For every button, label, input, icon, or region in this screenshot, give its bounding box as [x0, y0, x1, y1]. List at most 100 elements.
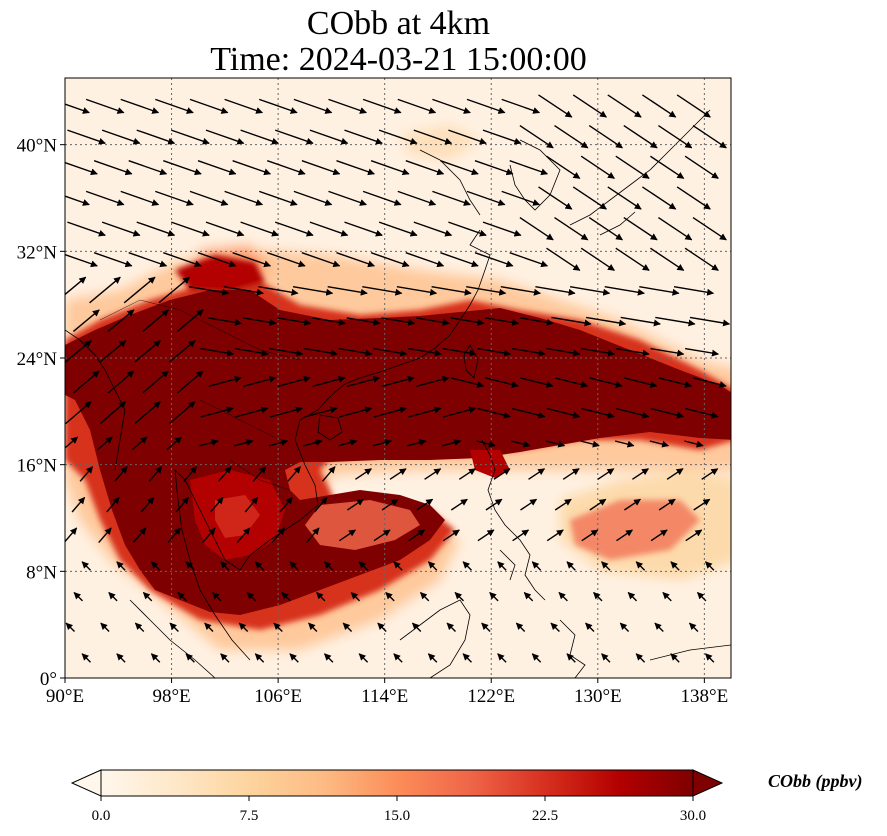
wind-arrow [100, 622, 110, 632]
wind-arrow [189, 190, 229, 206]
wind-arrow [642, 186, 677, 210]
wind-arrow [274, 221, 314, 237]
wind-arrow [685, 529, 703, 542]
wind-arrow [432, 98, 471, 114]
wind-arrow [287, 466, 301, 482]
lat-tick-label: 32°N [17, 242, 58, 263]
wind-arrow [336, 252, 375, 268]
wind-arrow [163, 252, 202, 268]
wind-arrow [619, 622, 630, 632]
wind-arrow [108, 592, 118, 602]
wind-arrow [601, 561, 611, 571]
wind-arrow [477, 407, 511, 419]
wind-arrow [65, 253, 98, 268]
wind-arrow [684, 347, 719, 357]
wind-arrow [381, 498, 399, 511]
wind-arrow [289, 561, 299, 571]
wind-arrow [328, 98, 367, 114]
wind-arrow [413, 129, 453, 145]
wind-arrow [670, 561, 680, 571]
wind-arrow [171, 129, 210, 145]
malay-peninsula [174, 469, 251, 661]
latitude-tick-labels: 0° 8°N 16°N 24°N 32°N 40°N [17, 136, 65, 690]
wind-arrow [212, 592, 222, 602]
wind-arrow [650, 247, 685, 271]
wind-arrow [427, 561, 438, 571]
wind-arrow [155, 98, 194, 114]
wind-arrow [240, 129, 279, 145]
wind-arrow [658, 217, 693, 241]
colorbar-bar [100, 769, 694, 797]
wind-arrow [148, 466, 163, 482]
wind-arrow [142, 592, 153, 602]
wind-arrow [676, 186, 711, 210]
wind-arrow [485, 377, 519, 388]
wind-arrow [607, 186, 642, 210]
wind-arrow [136, 221, 176, 237]
wind-arrow [175, 496, 190, 513]
wind-arrow [177, 592, 187, 602]
wind-arrow [684, 247, 719, 271]
wind-arrow [416, 375, 450, 387]
wind-arrow [308, 622, 318, 632]
wind-arrow [292, 286, 334, 296]
wind-arrow [336, 160, 375, 176]
wind-arrow [269, 347, 304, 357]
wind-arrow [81, 653, 91, 663]
wind-arrow [273, 622, 283, 632]
wind-arrow [511, 440, 531, 448]
wind-arrow [303, 439, 323, 447]
wind-arrow [601, 653, 611, 663]
wind-arrow [397, 98, 437, 114]
wind-arrow [408, 529, 426, 542]
wind-arrow [627, 592, 638, 602]
bay-of-bengal [65, 329, 126, 471]
wind-arrow [554, 217, 589, 241]
wind-arrow [93, 160, 133, 176]
wind-arrow [98, 527, 112, 544]
wind-arrow [466, 98, 506, 114]
wind-arrow [197, 160, 237, 176]
lon-tick-label: 138°E [681, 686, 729, 707]
wind-arrow [420, 592, 430, 602]
wind-arrow [81, 561, 91, 571]
wind-arrow [93, 252, 133, 268]
wind-arrow [385, 592, 395, 602]
wind-arrow [185, 561, 195, 571]
wind-arrow [116, 653, 126, 663]
wind-arrow [327, 286, 368, 296]
wind-arrow [393, 561, 403, 571]
wind-arrow [235, 406, 269, 418]
wind-arrow [232, 252, 272, 268]
wind-arrow [412, 622, 422, 632]
wind-arrow [588, 125, 623, 149]
wind-arrow [316, 592, 326, 602]
wind-arrow [73, 370, 100, 394]
wind-arrow [169, 622, 179, 632]
lon-tick-label: 114°E [361, 686, 408, 707]
wind-arrow [440, 252, 479, 268]
wind-arrow [71, 496, 86, 513]
wind-arrow [623, 217, 658, 241]
wind-arrow [269, 406, 303, 418]
wind-arrow [347, 498, 364, 511]
wind-arrow [244, 496, 259, 513]
wind-arrow [450, 377, 485, 388]
wind-arrow [85, 190, 125, 206]
lon-tick-label: 98°E [152, 686, 190, 707]
map-frame [64, 77, 732, 679]
wind-arrow [670, 653, 680, 663]
hainan [317, 414, 343, 441]
wind-arrow [546, 407, 581, 419]
wind-arrow [167, 527, 182, 544]
wind-arrow [337, 439, 358, 447]
wind-arrow [355, 468, 372, 480]
wind-arrow [477, 347, 512, 357]
map-title-line1: CObb at 4km [306, 5, 491, 42]
wind-arrow [509, 252, 549, 268]
wind-arrow [205, 221, 245, 237]
wind-arrow [166, 436, 183, 451]
wind-arrow [427, 653, 438, 663]
wind-arrow [339, 529, 356, 542]
colorbar-tick-label: 7.5 [240, 808, 259, 824]
